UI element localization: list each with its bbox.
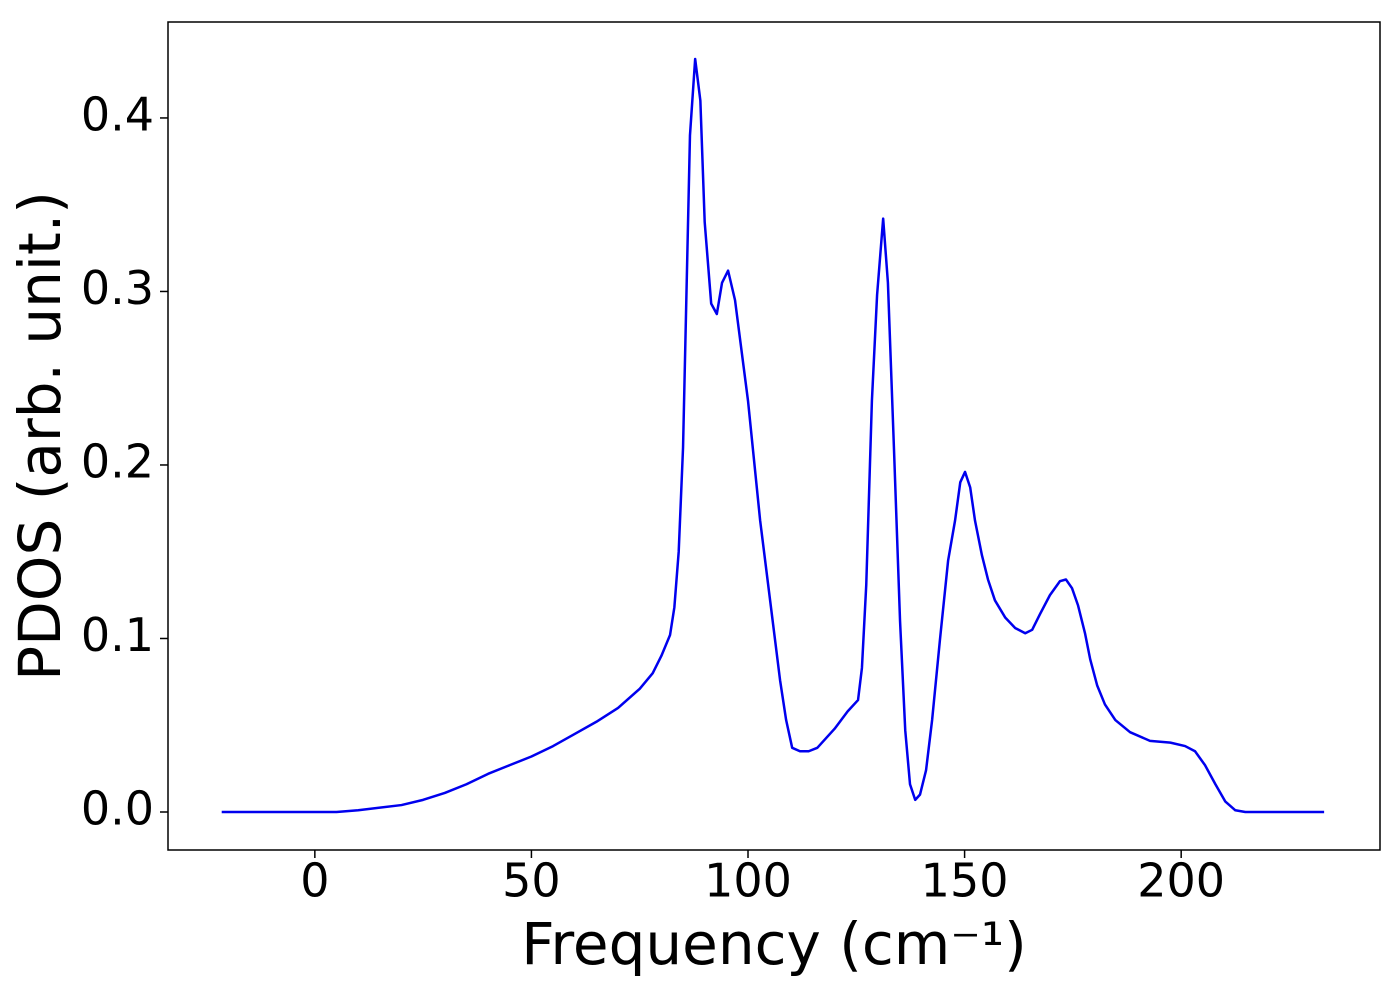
y-tick-label: 0.0 — [81, 782, 154, 836]
plot-frame — [167, 21, 1381, 851]
x-tick-label: 0 — [300, 854, 329, 908]
x-tick-label: 150 — [921, 854, 1009, 908]
y-tick-label: 0.4 — [81, 87, 154, 141]
x-tick-label: 50 — [502, 854, 561, 908]
x-tick-label: 100 — [704, 854, 792, 908]
line-series — [221, 57, 1325, 814]
y-tick-label: 0.3 — [81, 261, 154, 315]
y-axis-label: PDOS (arb. unit.) — [6, 191, 74, 681]
x-tick-label: 200 — [1137, 854, 1225, 908]
y-tick-label: 0.1 — [81, 608, 154, 662]
x-axis-label: Frequency (cm⁻¹) — [521, 910, 1027, 978]
y-tick-label: 0.2 — [81, 434, 154, 488]
